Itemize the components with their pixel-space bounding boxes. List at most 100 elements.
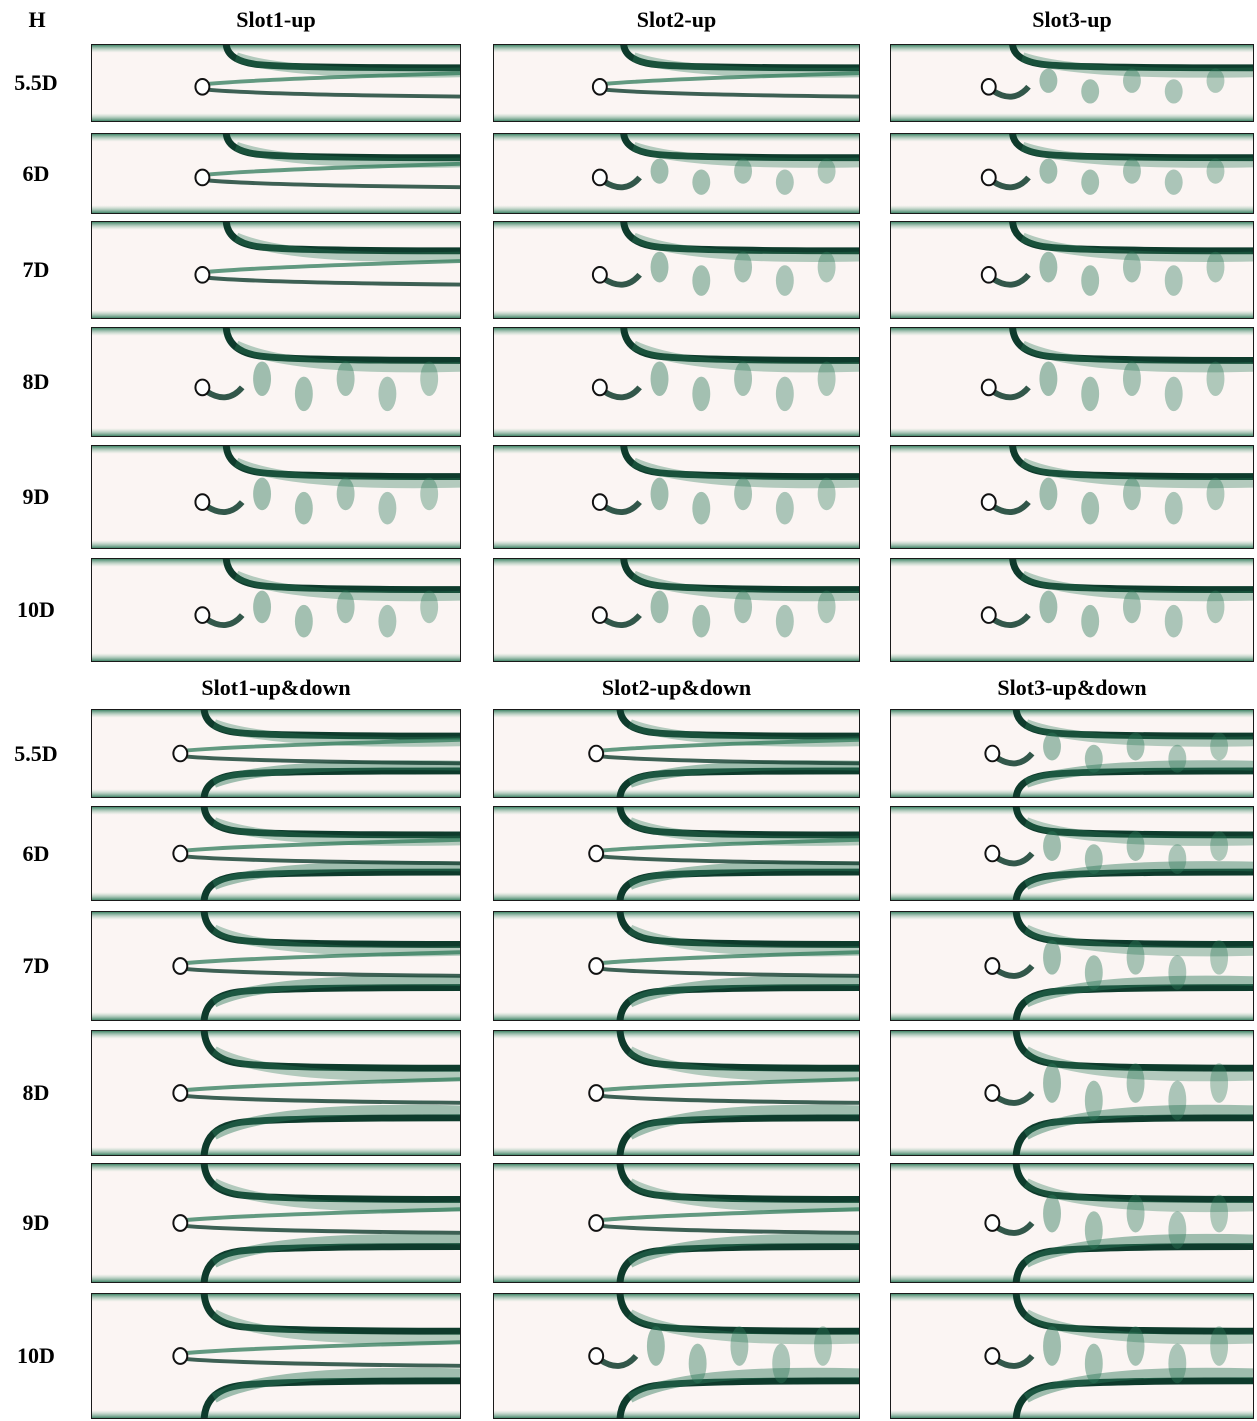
lower-wall-layer [494,1410,859,1418]
shed-vortex [817,158,836,184]
shed-vortex [1206,68,1225,93]
slot-shear-layer [628,760,859,788]
wake-shear-lower [207,87,460,99]
lower-wall-layer [92,428,460,436]
cylinder-shape [980,493,997,511]
shed-vortex [1168,744,1187,773]
slot-jet-core [1012,767,1253,797]
row-label-top-10D: 10D [17,597,55,622]
upper-wall-layer [92,328,460,336]
cylinder-shape [591,265,608,284]
slot-shear-layer [1024,760,1253,788]
cylinder-shape [591,606,608,624]
slot-shear-layer [234,340,460,373]
upper-wall-layer [92,1164,460,1172]
slot-jet-core [1012,1243,1253,1282]
column-title-top-2: Slot2-up [636,7,717,32]
slot-jet-core [1012,912,1253,948]
lower-wall-layer [92,653,460,661]
vorticity-field [494,1164,859,1282]
vorticity-field [494,1294,859,1418]
slot-shear-layer [1023,1178,1253,1213]
shed-vortex [734,477,753,511]
vorticity-field [494,446,859,548]
vorticity-field [494,559,859,661]
lower-wall-layer [494,428,859,436]
slot-shear-layer [1023,1309,1253,1345]
shed-vortex-forming [602,175,642,191]
slot-shear-layer [631,340,859,373]
cylinder-shape [172,957,189,975]
slot-jet-core [1009,328,1253,364]
lower-wall-layer [494,1274,859,1282]
vorticity-field [494,45,859,121]
upper-wall-layer [891,222,1253,230]
vorticity-panel [890,558,1254,662]
upper-wall-layer [92,710,460,718]
shed-vortex [336,477,355,511]
vorticity-panel [91,558,461,662]
slot-shear-layer [631,142,859,168]
lower-wall-layer [92,892,460,900]
vorticity-field [891,1294,1253,1418]
vorticity-field [92,328,460,436]
slot-shear-layer [1020,457,1253,489]
slot-shear-layer [1023,1233,1253,1268]
lower-wall-layer [92,205,460,213]
cylinder-shape [591,378,608,397]
shed-vortex [1164,79,1183,104]
slot-jet-core [200,1164,460,1203]
shed-vortex [688,1343,707,1384]
wake-shear-upper [207,161,460,177]
slot-jet-core [616,1243,859,1282]
shed-vortex [1084,1343,1103,1384]
cylinder-shape [984,1084,1001,1102]
shed-vortex [730,1326,749,1366]
row-label-bottom-6D: 6D [22,840,50,866]
wake-shear-upper [600,737,859,753]
vorticity-panel [890,221,1254,319]
vorticity-field [494,710,859,797]
cylinder-shape [172,844,189,863]
shed-vortex [1043,732,1061,761]
shed-vortex [1126,831,1145,861]
upper-wall-layer [92,1031,460,1039]
column-title-top-1: Slot1-up [236,7,316,32]
vorticity-panel [493,709,860,798]
vorticity-panel [493,558,860,662]
wake-shear-upper [185,1340,460,1356]
shed-vortex [817,361,836,397]
shed-vortex-forming [602,272,642,288]
cylinder-shape [984,1347,1001,1365]
slot-shear-layer [211,1104,460,1140]
shed-vortex [817,251,836,283]
lower-wall-layer [891,789,1253,797]
wake-shear-lower [185,1356,460,1368]
cylinder-shape [591,168,608,187]
shed-vortex [650,477,669,511]
shed-vortex [1084,955,1103,990]
vorticity-panel [890,1163,1254,1283]
shed-vortex [1039,477,1058,511]
shed-vortex [1122,158,1141,184]
shed-vortex [775,604,794,638]
slot-shear-layer [627,975,859,1008]
slot-jet-core [620,328,859,364]
slot-jet-core [1009,446,1253,481]
vorticity-panel [493,911,860,1021]
slot-shear-layer [212,861,460,890]
shed-vortex [1122,251,1141,283]
upper-wall-layer [891,559,1253,567]
upper-wall-layer [891,710,1253,718]
shed-vortex [1210,940,1229,975]
wake-shear-upper [600,837,859,853]
slot-shear-layer [628,861,859,890]
slot-jet-core [1009,559,1253,594]
slot-shear-layer [211,924,460,957]
lower-wall-layer [92,1410,460,1418]
shed-vortex [1168,955,1187,990]
shed-vortex [817,590,836,624]
shed-vortex-forming [994,851,1035,867]
slot-shear-layer [1023,1046,1253,1082]
lower-wall-layer [494,789,859,797]
